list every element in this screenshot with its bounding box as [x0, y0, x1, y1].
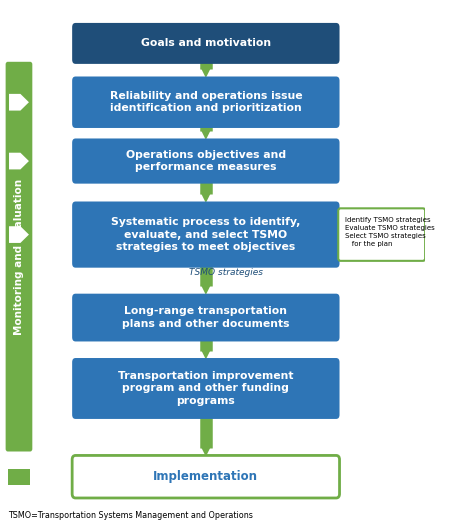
- FancyBboxPatch shape: [72, 358, 340, 419]
- Text: Systematic process to identify,
evaluate, and select TSMO
strategies to meet obj: Systematic process to identify, evaluate…: [111, 217, 301, 252]
- FancyBboxPatch shape: [338, 209, 425, 261]
- Text: Identify TSMO strategies
Evaluate TSMO strategies
Select TSMO strategies
   for : Identify TSMO strategies Evaluate TSMO s…: [345, 217, 434, 247]
- Polygon shape: [9, 153, 29, 169]
- Polygon shape: [9, 94, 29, 110]
- FancyBboxPatch shape: [72, 202, 340, 268]
- Text: Monitoring and Evaluation: Monitoring and Evaluation: [14, 178, 24, 335]
- Text: Reliability and operations issue
identification and prioritization: Reliability and operations issue identif…: [109, 91, 302, 114]
- Text: TSMO strategies: TSMO strategies: [189, 268, 263, 277]
- FancyBboxPatch shape: [72, 456, 340, 498]
- FancyBboxPatch shape: [6, 62, 32, 451]
- Text: Implementation: Implementation: [153, 470, 258, 483]
- FancyBboxPatch shape: [72, 138, 340, 184]
- Text: Goals and motivation: Goals and motivation: [141, 39, 271, 49]
- FancyBboxPatch shape: [72, 77, 340, 128]
- FancyBboxPatch shape: [72, 23, 340, 64]
- Text: TSMO=Transportation Systems Management and Operations: TSMO=Transportation Systems Management a…: [8, 511, 252, 520]
- Text: Operations objectives and
performance measures: Operations objectives and performance me…: [126, 150, 286, 172]
- Text: Transportation improvement
program and other funding
programs: Transportation improvement program and o…: [118, 371, 293, 406]
- Polygon shape: [9, 226, 29, 243]
- FancyBboxPatch shape: [72, 294, 340, 342]
- Text: Long-range transportation
plans and other documents: Long-range transportation plans and othe…: [122, 306, 290, 329]
- FancyBboxPatch shape: [8, 469, 30, 485]
